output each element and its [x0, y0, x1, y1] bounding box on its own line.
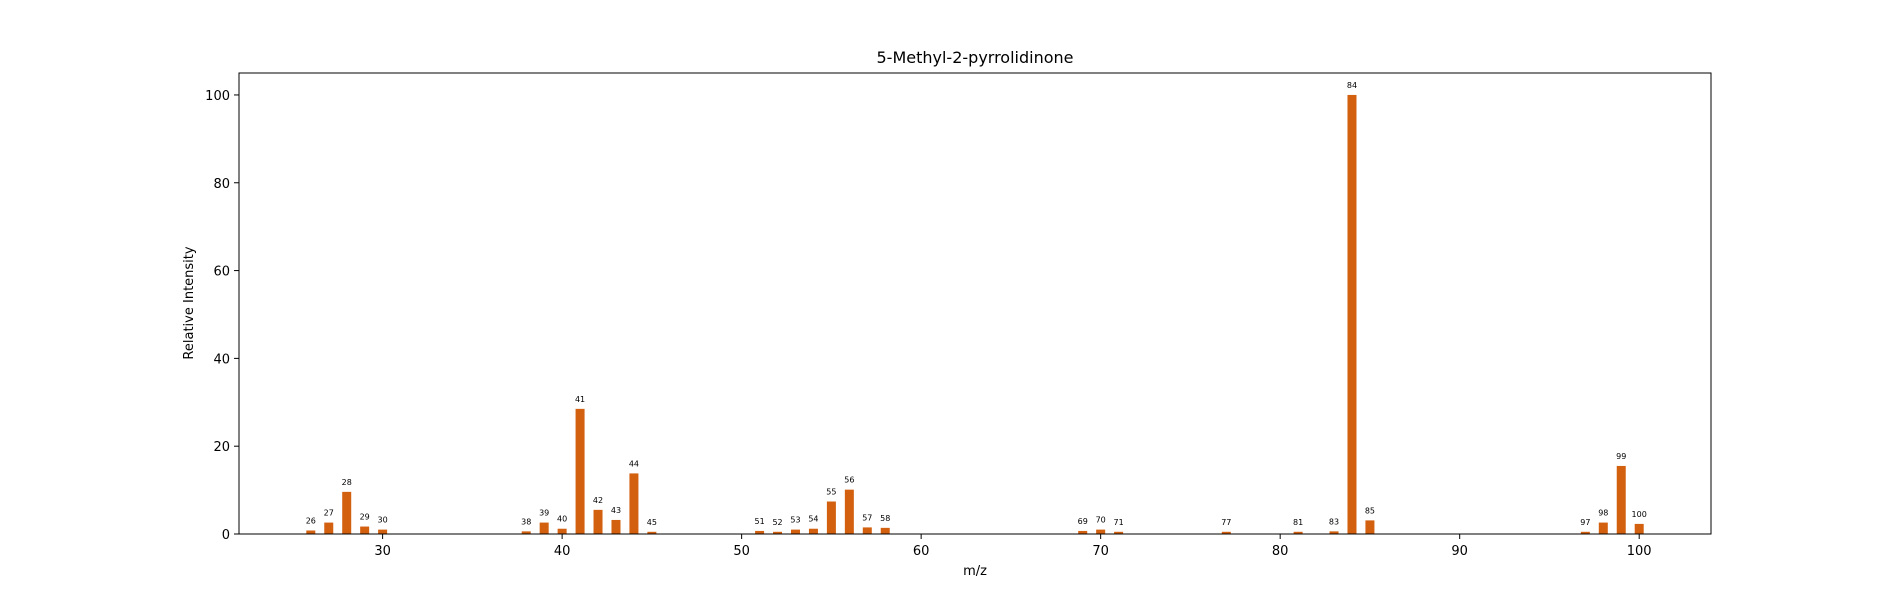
bar-label-mz-97: 97	[1580, 518, 1590, 527]
bar-mz-54	[808, 528, 818, 534]
bar-label-mz-77: 77	[1221, 518, 1231, 527]
y-tick-label: 40	[213, 352, 230, 367]
bar-mz-55	[826, 501, 836, 534]
x-tick-label: 100	[1627, 544, 1652, 559]
bar-label-mz-30: 30	[378, 516, 388, 525]
bar-label-mz-27: 27	[324, 509, 334, 518]
plot-frame	[238, 72, 1712, 535]
x-tick-label: 70	[1092, 544, 1109, 559]
x-axis-label: m/z	[963, 564, 987, 579]
y-axis-label: Relative Intensity	[182, 246, 197, 359]
y-tick-label: 80	[213, 177, 230, 192]
bar-mz-71	[1114, 531, 1124, 534]
bar-label-mz-51: 51	[754, 517, 764, 526]
bar-mz-57	[862, 527, 872, 534]
bar-label-mz-26: 26	[306, 516, 316, 525]
chart-title: 5-Methyl-2-pyrrolidinone	[877, 48, 1074, 67]
bar-label-mz-54: 54	[808, 515, 818, 524]
bar-mz-70	[1096, 529, 1106, 534]
bar-mz-26	[306, 530, 316, 534]
y-axis: 0 20 40 60 80 100	[205, 89, 239, 543]
bar-mz-27	[324, 522, 334, 534]
bar-label-mz-28: 28	[342, 478, 352, 487]
bar-label-mz-71: 71	[1114, 518, 1124, 527]
y-tick-label: 0	[222, 528, 230, 543]
bar-mz-29	[360, 526, 370, 534]
bar-mz-97	[1580, 531, 1590, 534]
bar-label-mz-41: 41	[575, 395, 585, 404]
bar-label-mz-57: 57	[862, 513, 872, 522]
x-axis: 30 40 50 60 70 80 90 100	[374, 534, 1652, 559]
x-tick-label: 30	[374, 544, 391, 559]
bar-label-mz-45: 45	[647, 518, 657, 527]
bar-mz-100	[1634, 523, 1644, 534]
bar-mz-40	[557, 528, 567, 534]
y-tick-label: 20	[213, 440, 230, 455]
bar-label-mz-38: 38	[521, 517, 531, 526]
x-tick-label: 50	[733, 544, 750, 559]
x-tick-label: 40	[554, 544, 571, 559]
bar-mz-98	[1598, 522, 1608, 534]
bar-label-mz-99: 99	[1616, 452, 1626, 461]
bar-mz-56	[844, 489, 854, 534]
bar-label-mz-39: 39	[539, 509, 549, 518]
bar-mz-43	[611, 519, 621, 534]
bar-label-mz-69: 69	[1078, 517, 1088, 526]
bar-label-mz-70: 70	[1096, 516, 1106, 525]
bar-label-mz-44: 44	[629, 459, 639, 468]
bar-label-mz-43: 43	[611, 506, 621, 515]
bar-label-mz-81: 81	[1293, 518, 1303, 527]
bar-mz-69	[1078, 530, 1088, 534]
bar-mz-28	[342, 491, 352, 534]
bar-label-mz-42: 42	[593, 496, 603, 505]
bar-mz-52	[773, 531, 783, 534]
bar-mz-30	[378, 529, 388, 534]
bar-mz-45	[647, 531, 657, 534]
plot-area: 26 27 28 29 30 38 39 40 41 42 43 44 45 51 52 53 54 55 56 57…	[306, 81, 1647, 534]
bar-mz-51	[755, 530, 765, 534]
bar-mz-99	[1616, 465, 1626, 534]
bar-mz-38	[521, 531, 531, 534]
y-tick-label: 100	[205, 89, 230, 104]
bar-label-mz-85: 85	[1365, 506, 1375, 515]
bar-mz-53	[790, 529, 800, 534]
bar-mz-41	[575, 408, 585, 534]
bar-mz-58	[880, 527, 890, 534]
bar-mz-44	[629, 473, 639, 534]
bar-label-mz-56: 56	[844, 476, 854, 485]
bar-mz-83	[1329, 531, 1339, 534]
bar-mz-81	[1293, 531, 1303, 534]
bar-label-mz-58: 58	[880, 514, 890, 523]
x-tick-label: 80	[1272, 544, 1289, 559]
x-tick-label: 60	[913, 544, 930, 559]
bar-label-mz-100: 100	[1632, 510, 1647, 519]
bar-label-mz-40: 40	[557, 515, 567, 524]
bar-label-mz-53: 53	[790, 516, 800, 525]
bar-label-mz-55: 55	[826, 488, 836, 497]
bar-label-mz-52: 52	[772, 518, 782, 527]
bar-mz-77	[1221, 531, 1231, 534]
x-tick-label: 90	[1451, 544, 1468, 559]
bar-label-mz-98: 98	[1598, 509, 1608, 518]
bar-label-mz-83: 83	[1329, 517, 1339, 526]
bar-mz-42	[593, 509, 603, 534]
bar-mz-84	[1347, 94, 1357, 534]
bar-mz-85	[1365, 520, 1375, 534]
bar-label-mz-84: 84	[1347, 81, 1357, 90]
bar-label-mz-29: 29	[360, 513, 370, 522]
bar-mz-39	[539, 522, 549, 534]
y-tick-label: 60	[213, 265, 230, 280]
